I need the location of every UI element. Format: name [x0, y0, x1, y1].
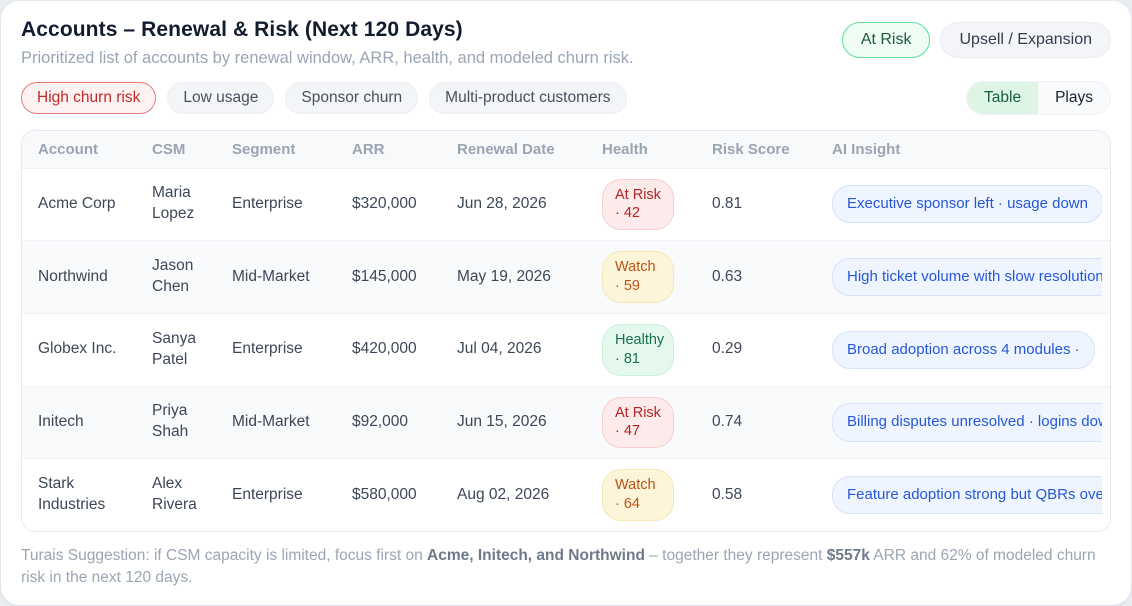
health-badge: At Risk · 42	[602, 178, 674, 231]
table-row[interactable]: Initech Priya Shah Mid-Market $92,000 Ju…	[22, 385, 1110, 459]
column-header-csm: CSM	[136, 131, 216, 169]
risk-score-cell: 0.29	[696, 312, 816, 387]
column-header-ai-insight: AI Insight	[816, 131, 1110, 169]
health-badge: Healthy · 81	[602, 323, 674, 376]
page-header: Accounts – Renewal & Risk (Next 120 Days…	[21, 18, 1111, 68]
ai-insight-cell: Executive sponsor left · usage down	[816, 168, 1110, 241]
view-toggle-table[interactable]: Table	[967, 82, 1039, 114]
csm-cell: Maria Lopez	[152, 184, 195, 223]
segment-cell: Mid-Market	[216, 240, 336, 314]
health-cell: Healthy · 81	[586, 312, 696, 387]
filter-row: High churn risk Low usage Sponsor churn …	[21, 81, 1111, 115]
renewal-date-cell: May 19, 2026	[441, 240, 586, 314]
footer-suggestion: Turais Suggestion: if CSM capacity is li…	[21, 545, 1111, 590]
footer-suggestion-accounts: Acme, Initech, and Northwind	[427, 546, 645, 564]
arr-cell: $580,000	[336, 458, 441, 531]
account-cell: Globex Inc.	[22, 312, 136, 387]
ai-insight-cell: Billing disputes unresolved · logins dow…	[816, 385, 1110, 459]
column-header-health: Health	[586, 131, 696, 169]
ai-insight-pill[interactable]: Executive sponsor left · usage down	[832, 185, 1102, 224]
column-header-account: Account	[22, 131, 136, 169]
table-row[interactable]: Stark Industries Alex Rivera Enterprise …	[22, 458, 1110, 531]
segment-cell: Enterprise	[216, 312, 336, 387]
renewal-date-cell: Jul 04, 2026	[441, 312, 586, 387]
table-header-row: Account CSM Segment ARR Renewal Date Hea…	[22, 131, 1110, 169]
filter-chip-sponsor-churn[interactable]: Sponsor churn	[285, 82, 419, 114]
accounts-table: Account CSM Segment ARR Renewal Date Hea…	[22, 131, 1110, 531]
ai-insight-pill[interactable]: Broad adoption across 4 modules ·	[832, 330, 1095, 369]
table-row[interactable]: Acme Corp Maria Lopez Enterprise $320,00…	[22, 168, 1110, 241]
health-badge: At Risk · 47	[602, 396, 674, 449]
header-actions: At Risk Upsell / Expansion	[841, 22, 1111, 58]
segment-cell: Enterprise	[216, 458, 336, 531]
renewal-date-cell: Jun 28, 2026	[457, 194, 547, 212]
renewal-date-cell: Aug 02, 2026	[441, 458, 586, 531]
ai-insight-cell: High ticket volume with slow resolution	[816, 240, 1110, 314]
arr-cell: $320,000	[352, 194, 417, 212]
ai-insight-pill[interactable]: Billing disputes unresolved · logins dow…	[832, 403, 1102, 442]
filter-chips: High churn risk Low usage Sponsor churn …	[21, 82, 966, 114]
account-cell: Northwind	[22, 240, 136, 314]
csm-cell: Sanya Patel	[136, 312, 216, 387]
health-cell: Watch · 64	[586, 458, 696, 531]
health-cell: At Risk · 47	[586, 385, 696, 459]
risk-score-cell: 0.58	[696, 458, 816, 531]
footer-suggestion-middle: – together they represent	[644, 546, 827, 564]
column-header-segment: Segment	[216, 131, 336, 169]
csm-cell: Jason Chen	[136, 240, 216, 314]
health-badge: Watch · 59	[602, 251, 674, 303]
column-header-renewal-date: Renewal Date	[441, 131, 586, 169]
filter-chip-low-usage[interactable]: Low usage	[167, 82, 275, 114]
risk-score-cell: 0.74	[696, 385, 816, 459]
account-cell: Initech	[22, 385, 136, 459]
footer-suggestion-suffix: ARR and 62% of modeled churn risk in the…	[21, 546, 1096, 587]
filter-chip-high-churn-risk[interactable]: High churn risk	[21, 82, 157, 114]
column-header-arr: ARR	[336, 131, 441, 169]
footer-suggestion-prefix: Turais Suggestion: if CSM capacity is li…	[21, 546, 428, 564]
segment-cell: Mid-Market	[216, 385, 336, 459]
renewal-date-cell: Jun 15, 2026	[441, 385, 586, 459]
upsell-expansion-filter-button[interactable]: Upsell / Expansion	[940, 22, 1111, 58]
ai-insight-pill[interactable]: Feature adoption strong but QBRs overdue	[832, 475, 1102, 515]
health-badge: Watch · 64	[602, 469, 674, 521]
footer-suggestion-arr: $557k	[826, 546, 870, 564]
risk-score-cell: 0.81	[712, 194, 743, 212]
account-cell: Stark Industries	[22, 458, 136, 531]
csm-cell: Priya Shah	[136, 385, 216, 459]
page-header-text: Accounts – Renewal & Risk (Next 120 Days…	[21, 18, 634, 68]
table-row[interactable]: Northwind Jason Chen Mid-Market $145,000…	[22, 240, 1110, 314]
segment-cell: Enterprise	[232, 194, 303, 212]
column-header-risk-score: Risk Score	[696, 131, 816, 169]
view-toggle-plays[interactable]: Plays	[1055, 89, 1093, 106]
arr-cell: $92,000	[336, 385, 441, 459]
health-cell: Watch · 59	[586, 240, 696, 314]
account-cell: Acme Corp	[38, 194, 116, 212]
page-subtitle: Prioritized list of accounts by renewal …	[21, 49, 634, 67]
health-cell: At Risk · 42	[586, 168, 696, 241]
at-risk-filter-button[interactable]: At Risk	[841, 22, 931, 58]
ai-insight-pill[interactable]: High ticket volume with slow resolution	[832, 257, 1102, 297]
risk-score-cell: 0.63	[696, 240, 816, 314]
filter-chip-multi-product[interactable]: Multi-product customers	[429, 82, 627, 114]
view-toggle: Table Plays	[966, 81, 1111, 115]
arr-cell: $420,000	[336, 312, 441, 387]
arr-cell: $145,000	[336, 240, 441, 314]
ai-insight-cell: Broad adoption across 4 modules ·	[816, 312, 1110, 387]
ai-insight-cell: Feature adoption strong but QBRs overdue	[816, 458, 1110, 531]
accounts-table-wrapper: Account CSM Segment ARR Renewal Date Hea…	[21, 130, 1111, 532]
table-row[interactable]: Globex Inc. Sanya Patel Enterprise $420,…	[22, 312, 1110, 387]
page-title: Accounts – Renewal & Risk (Next 120 Days…	[21, 18, 463, 41]
csm-cell: Alex Rivera	[136, 458, 216, 531]
